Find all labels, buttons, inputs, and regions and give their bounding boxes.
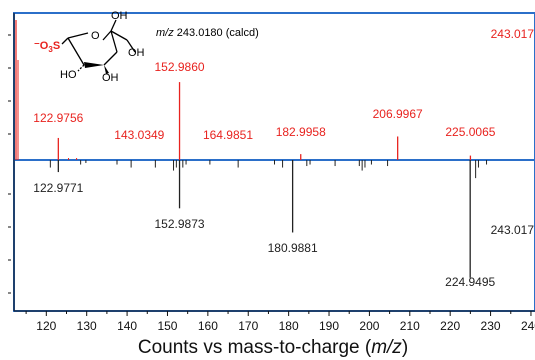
ring-oxygen-label: O [91, 30, 100, 42]
peak-label: 182.9958 [276, 125, 326, 139]
bond [126, 39, 136, 53]
ho-left-label: HO [60, 69, 77, 81]
x-tick-label: 180 [279, 319, 299, 333]
peak-label: 122.9771 [33, 181, 83, 195]
x-tick-label: 220 [440, 319, 460, 333]
x-tick-label: 210 [400, 319, 420, 333]
calcd-formula-label: m/z 243.0180 (calcd) [156, 27, 259, 39]
peak-label: 164.9851 [203, 128, 253, 142]
bottom-spectrum-series: 122.9771 152.9873 180.9881 224.9495 243.017 [33, 160, 534, 289]
x-tick-label: 230 [481, 319, 501, 333]
ring-bond [102, 30, 112, 41]
x-tick-label: 120 [36, 319, 56, 333]
oh-top-label: OH [111, 10, 128, 22]
x-tick-label: 190 [319, 319, 339, 333]
peak-label: 206.9967 [373, 107, 423, 121]
peak-label: 224.9495 [445, 275, 495, 289]
x-tick-label: 140 [117, 319, 137, 333]
x-tick-label: 130 [77, 319, 97, 333]
peak-label: 152.9873 [155, 217, 205, 231]
x-axis-ticks: 120 130 140 150 160 170 180 190 200 210 220 230 240 [25, 311, 535, 333]
wedge-bond [84, 62, 104, 68]
left-side-ticks [8, 20, 19, 294]
ring-bond [103, 51, 118, 66]
oh-bottom-label: OH [102, 72, 119, 84]
ring-bond [110, 30, 118, 53]
peak-label: 180.9881 [268, 241, 318, 255]
peak-label: 143.0349 [114, 128, 164, 142]
x-tick-label: 240 [521, 319, 535, 333]
peak-label: 225.0065 [445, 125, 495, 139]
sulfonate-label: ⁻O3S [34, 40, 60, 54]
peak-label: 243.017 [491, 223, 535, 237]
bond [110, 30, 128, 41]
oh-right-label: OH [128, 47, 145, 59]
peak-label: 243.017 [491, 27, 535, 41]
peak-label: 122.9756 [33, 111, 83, 125]
top-spectrum-series: 122.9756 143.0349 152.9860 164.9851 182.9958… [33, 27, 534, 160]
x-tick-label: 200 [359, 319, 379, 333]
hashed-bond [77, 64, 85, 72]
peak-label: 152.9860 [155, 60, 205, 74]
x-tick-label: 170 [238, 319, 258, 333]
ring-bond [67, 32, 89, 39]
molecule-structure: ⁻O3S O OH OH HO OH [34, 10, 145, 84]
x-tick-label: 160 [198, 319, 218, 333]
bond [61, 37, 69, 45]
x-tick-label: 150 [157, 319, 177, 333]
wedge-bond [104, 65, 109, 74]
bond [110, 19, 117, 32]
ring-bond [67, 37, 85, 66]
x-axis-title: Counts vs mass-to-charge (m/z) [138, 337, 408, 358]
